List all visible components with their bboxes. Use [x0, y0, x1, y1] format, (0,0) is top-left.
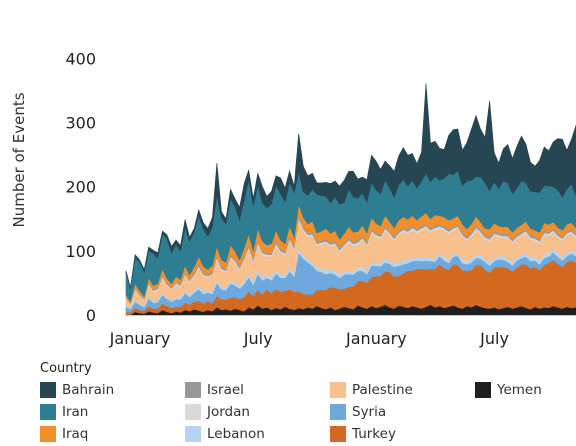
- legend-label: Yemen: [497, 382, 542, 398]
- legend-label: Syria: [352, 404, 387, 420]
- legend-swatch: [475, 382, 491, 398]
- legend-swatch: [185, 382, 201, 398]
- x-tick-labels: January July January July: [109, 329, 509, 348]
- stacked-area-chart: Number of Events 0 100 200 300 400 January Ju…: [10, 49, 576, 348]
- legend-swatch: [330, 404, 346, 420]
- legend-swatch: [185, 404, 201, 420]
- area-series: [125, 83, 576, 316]
- legend-label: Jordan: [207, 404, 250, 420]
- y-tick-label: 0: [86, 306, 96, 325]
- x-tick-label: January: [345, 329, 407, 348]
- y-tick-label: 100: [65, 242, 96, 261]
- legend-label: Lebanon: [207, 426, 265, 442]
- legend-swatch: [40, 382, 56, 398]
- y-tick-label: 400: [65, 49, 96, 68]
- legend-item-iraq: Iraq: [40, 423, 185, 445]
- legend-label: Israel: [207, 382, 244, 398]
- y-axis-label-group: Number of Events: [10, 92, 28, 227]
- legend-item-yemen: Yemen: [475, 379, 575, 401]
- legend-label: Iraq: [62, 426, 89, 442]
- legend-item-syria: Syria: [330, 401, 475, 423]
- legend-title: Country: [40, 361, 92, 376]
- legend-item-lebanon: Lebanon: [185, 423, 330, 445]
- legend-swatch: [40, 426, 56, 442]
- legend-item-turkey: Turkey: [330, 423, 475, 445]
- area-bahrain: [125, 83, 576, 289]
- legend-item-bahrain: Bahrain: [40, 379, 185, 401]
- legend-label: Turkey: [352, 426, 396, 442]
- y-tick-labels: 0 100 200 300 400: [65, 49, 96, 325]
- legend-label: Palestine: [352, 382, 413, 398]
- legend-item-israel: Israel: [185, 379, 330, 401]
- legend-swatch: [40, 404, 56, 420]
- y-axis-label: Number of Events: [10, 92, 28, 227]
- legend-item-jordan: Jordan: [185, 401, 330, 423]
- legend-item-iran: Iran: [40, 401, 185, 423]
- y-tick-label: 300: [65, 114, 96, 133]
- legend-swatch: [330, 426, 346, 442]
- legend-swatch: [330, 382, 346, 398]
- x-tick-label: July: [479, 329, 509, 348]
- legend-item-palestine: Palestine: [330, 379, 475, 401]
- legend: Country Bahrain Iran Iraq Israel Jordan Leban…: [40, 361, 576, 445]
- legend-label: Iran: [62, 404, 89, 420]
- x-tick-label: January: [109, 329, 171, 348]
- legend-label: Bahrain: [62, 382, 115, 398]
- y-tick-label: 200: [65, 178, 96, 197]
- x-tick-label: July: [243, 329, 273, 348]
- legend-swatch: [185, 426, 201, 442]
- legend-items: Bahrain Iran Iraq Israel Jordan Lebanon Palest…: [40, 379, 576, 445]
